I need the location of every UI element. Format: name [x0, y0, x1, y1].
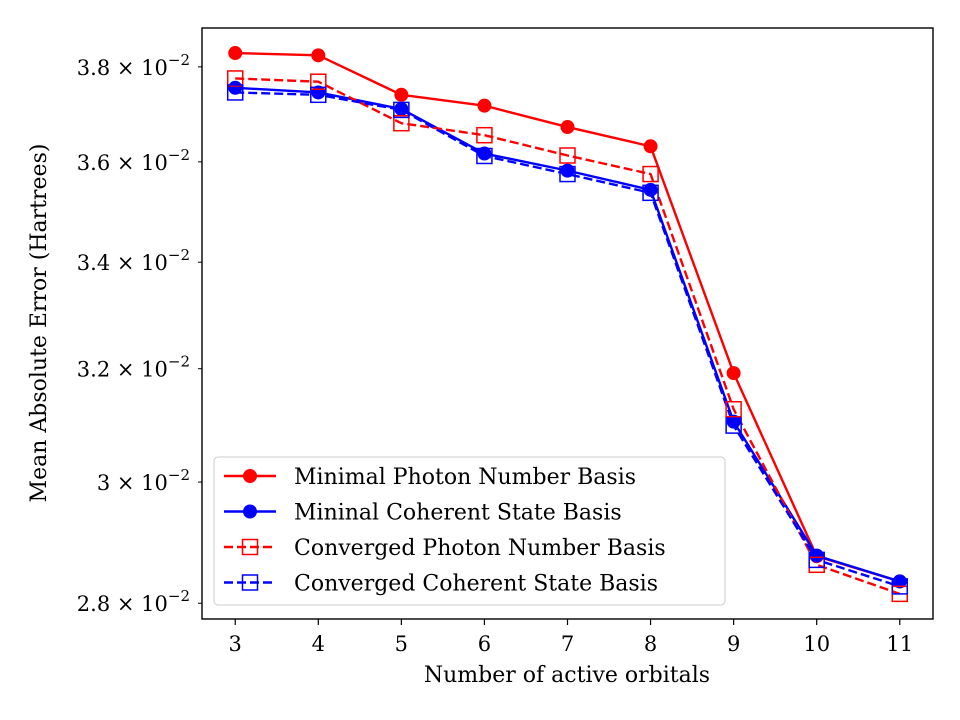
y-tick-label: 2.8 × 10−2 — [77, 587, 190, 616]
data-point — [642, 184, 659, 202]
legend: Minimal Photon Number Basis Mininal Coher… — [213, 456, 726, 606]
x-tick-label: 7 — [561, 632, 574, 656]
x-tick-label: 3 — [229, 632, 242, 656]
data-point — [808, 551, 825, 569]
y-tick-mantissa: 3.2 × 10 — [77, 358, 168, 382]
data-point — [476, 147, 493, 165]
y-tick-mantissa: 3 × 10 — [97, 471, 168, 495]
legend-label: Converged Photon Number Basis — [294, 536, 666, 561]
data-point — [394, 101, 409, 116]
series-line-4 — [235, 91, 901, 588]
legend-box — [213, 456, 726, 606]
x-tick-label: 4 — [312, 632, 325, 656]
y-tick-mantissa: 2.8 × 10 — [77, 592, 168, 616]
data-point — [559, 165, 576, 183]
legend-label: Mininal Coherent State Basis — [294, 501, 622, 526]
y-tick-exponent: −2 — [168, 246, 190, 264]
data-point — [725, 417, 742, 434]
data-point — [643, 182, 658, 197]
y-tick-label: 3.4 × 10−2 — [77, 246, 190, 275]
y-tick-label: 3.8 × 10−2 — [77, 51, 190, 80]
data-point — [228, 80, 243, 95]
legend-marker — [243, 504, 257, 519]
y-tick-label: 3.6 × 10−2 — [77, 146, 190, 175]
data-point — [726, 366, 741, 381]
y-tick-exponent: −2 — [168, 51, 190, 69]
x-tick-label: 6 — [478, 632, 491, 656]
legend-marker — [241, 538, 259, 556]
y-tick-label: 3.2 × 10−2 — [77, 353, 190, 382]
y-tick-exponent: −2 — [168, 146, 190, 164]
y-tick-mantissa: 3.6 × 10 — [77, 151, 168, 175]
y-tick-label: 3 × 10−2 — [97, 466, 190, 495]
data-point — [310, 73, 327, 90]
data-point — [809, 548, 824, 563]
data-point — [643, 139, 658, 154]
y-tick-mantissa: 3.4 × 10 — [77, 251, 168, 275]
data-point — [228, 46, 243, 61]
data-point — [393, 101, 410, 119]
x-tick-label: 11 — [886, 632, 913, 656]
x-tick-label: 9 — [727, 632, 740, 656]
y-axis: 3.8 × 10−23.6 × 10−23.4 × 10−23.2 × 10−2… — [77, 51, 202, 616]
data-point — [226, 84, 244, 101]
y-tick-mantissa: 3.8 × 10 — [77, 56, 168, 80]
legend-marker — [243, 469, 257, 483]
x-axis-label: Number of active orbitals — [424, 663, 710, 688]
data-point — [559, 147, 576, 164]
data-point — [477, 146, 492, 161]
data-point — [476, 126, 493, 144]
data-point — [891, 578, 909, 595]
data-point — [394, 87, 409, 102]
data-point — [310, 86, 327, 104]
legend-label: Converged Coherent State Basis — [294, 572, 658, 597]
y-tick-exponent: −2 — [168, 466, 190, 484]
data-point — [560, 163, 575, 178]
legend-label: Minimal Photon Number Basis — [294, 465, 636, 490]
data-point — [725, 400, 742, 418]
y-axis-label: Mean Absolute Error (Hartrees) — [27, 144, 52, 503]
data-point — [311, 48, 326, 63]
x-tick-label: 10 — [803, 632, 830, 656]
data-point — [393, 114, 410, 132]
y-tick-exponent: −2 — [168, 353, 190, 371]
data-point — [560, 120, 575, 135]
legend-marker — [241, 574, 259, 591]
x-axis: 3 4 5 6 7 8 9 10 11 — [229, 619, 913, 656]
data-point — [642, 165, 659, 183]
x-tick-label: 8 — [644, 632, 657, 656]
data-point — [226, 70, 244, 87]
series-markers — [226, 46, 909, 603]
data-point — [477, 98, 492, 113]
y-tick-exponent: −2 — [168, 587, 190, 605]
x-tick-label: 5 — [395, 632, 408, 656]
